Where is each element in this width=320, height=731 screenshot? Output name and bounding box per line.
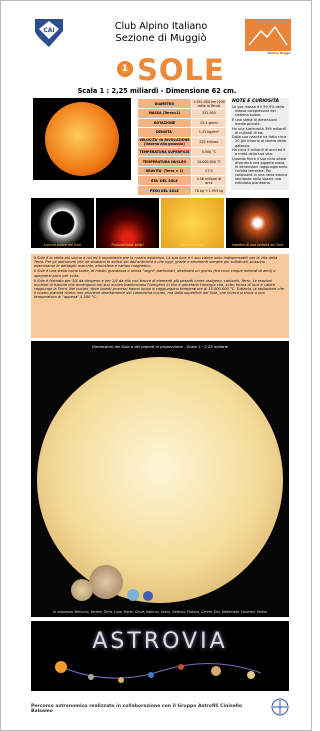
gallery-image: Macchie solari xyxy=(161,198,224,248)
row-value: 225 km/sec xyxy=(191,137,226,147)
gallery-caption: Macchie solari xyxy=(161,243,224,247)
note-item: Ha circa 5 miliardi di anni ed è a metà … xyxy=(232,148,288,156)
note-item: Ha una luminosità 399 miliardi di miliar… xyxy=(232,127,288,135)
gallery-image: Impatto di una cometa sul Sole xyxy=(226,198,289,248)
gallery-caption: Corona solare del Sole xyxy=(31,243,94,247)
banner: ASTROVIA xyxy=(31,621,289,691)
logo-caption: Sezione Muggiò xyxy=(245,52,291,55)
note-item: Dalla sua nascita ha fatto circa 20 giri… xyxy=(232,135,288,147)
row-label: VELOCITA' DI RIVOLUZIONE (intorno alla g… xyxy=(138,137,192,147)
row-value: 15.000.000 °C xyxy=(191,157,226,166)
row-value: 332.950 xyxy=(191,109,226,118)
notes-box: NOTE E CURIOSITÀ La sua massa è il 99,9%… xyxy=(231,98,289,190)
row-value: 1,41 kg/dm³ xyxy=(191,128,226,137)
gallery-image: Corona solare del Sole xyxy=(31,198,94,248)
row-label: TEMPERATURA NUCLEO xyxy=(138,157,192,166)
row-label: ETA' DEL SOLE xyxy=(138,176,192,186)
gallery-caption: Protuberanze solari xyxy=(96,243,159,247)
row-value: 70 kg → 1.953 kg xyxy=(191,186,226,195)
scale-caption: In sequenza: Mercurio, Venere, Terra, Lu… xyxy=(31,611,289,615)
note-item: Quando finirà il suo ciclo vitale divent… xyxy=(232,157,288,185)
scale-image: Dimensioni del Sole e dei pianeti in pro… xyxy=(31,341,289,617)
table-row: VELOCITA' DI RIVOLUZIONE (intorno alla g… xyxy=(138,137,227,147)
footer-logo xyxy=(271,698,289,716)
row-label: GRAVITA' (Terra = 1) xyxy=(138,166,192,175)
row-value: 4,56 miliardi di anni xyxy=(191,176,226,186)
club-name: Club Alpino Italiano xyxy=(91,21,231,32)
row-label: MASSA (Terra=1) xyxy=(138,109,192,118)
paragraph: Il Sole è formato per 3/4 da idrogeno e … xyxy=(34,279,286,300)
sun-photo xyxy=(33,98,131,180)
notes-title: NOTE E CURIOSITÀ xyxy=(232,99,288,104)
table-row: MASSA (Terra=1)332.950 xyxy=(138,109,227,118)
svg-text:CAI: CAI xyxy=(43,27,54,34)
row-label: DENSITA' xyxy=(138,128,192,137)
banner-title: ASTROVIA xyxy=(31,629,289,654)
row-value: 1.391.000 km (109 volte la Terra) xyxy=(191,99,226,109)
gallery-image: Protuberanze solari xyxy=(96,198,159,248)
note-item: È una stella di dimensioni medie-piccole… xyxy=(232,118,288,126)
planet-number: 1 xyxy=(117,61,133,77)
cai-logo: CAI xyxy=(29,13,69,49)
gallery-caption: Impatto di una cometa sul Sole xyxy=(226,243,289,247)
paragraph: Il Sole è la stella più vicina a noi ed … xyxy=(34,256,286,268)
row-value: 5.500 °C xyxy=(191,147,226,156)
row-value: 27,9 xyxy=(191,166,226,175)
poster: CAI Club Alpino Italiano Sezione di Mugg… xyxy=(0,0,312,731)
planet-name: SOLE xyxy=(137,53,225,87)
footer-text: Percorso astronomico realizzato in colla… xyxy=(31,704,261,714)
row-label: ROTAZIONE xyxy=(138,118,192,127)
scale-title: Dimensioni del Sole e dei pianeti in pro… xyxy=(31,345,289,349)
table-row: DENSITA'1,41 kg/dm³ xyxy=(138,128,227,137)
subtitle: Scala 1 : 2,25 miliardi - Dimensione 62 … xyxy=(31,87,283,95)
paragraph: Il Sole è una stella come tante, di medi… xyxy=(34,269,286,277)
banner-orbit xyxy=(31,653,289,689)
section-name: Sezione di Muggiò xyxy=(91,33,231,44)
row-value: 25,4 giorni xyxy=(191,118,226,127)
row-label: PESO DEL SOLE xyxy=(138,186,192,195)
text-box: Il Sole è la stella più vicina a noi ed … xyxy=(31,254,289,338)
row-label: TEMPERATURA SUPERFICIE xyxy=(138,147,192,156)
table-row: GRAVITA' (Terra = 1)27,9 xyxy=(138,166,227,175)
row-label: DIAMETRO xyxy=(138,99,192,109)
note-item: La sua massa è il 99,9% della massa comp… xyxy=(232,105,288,117)
